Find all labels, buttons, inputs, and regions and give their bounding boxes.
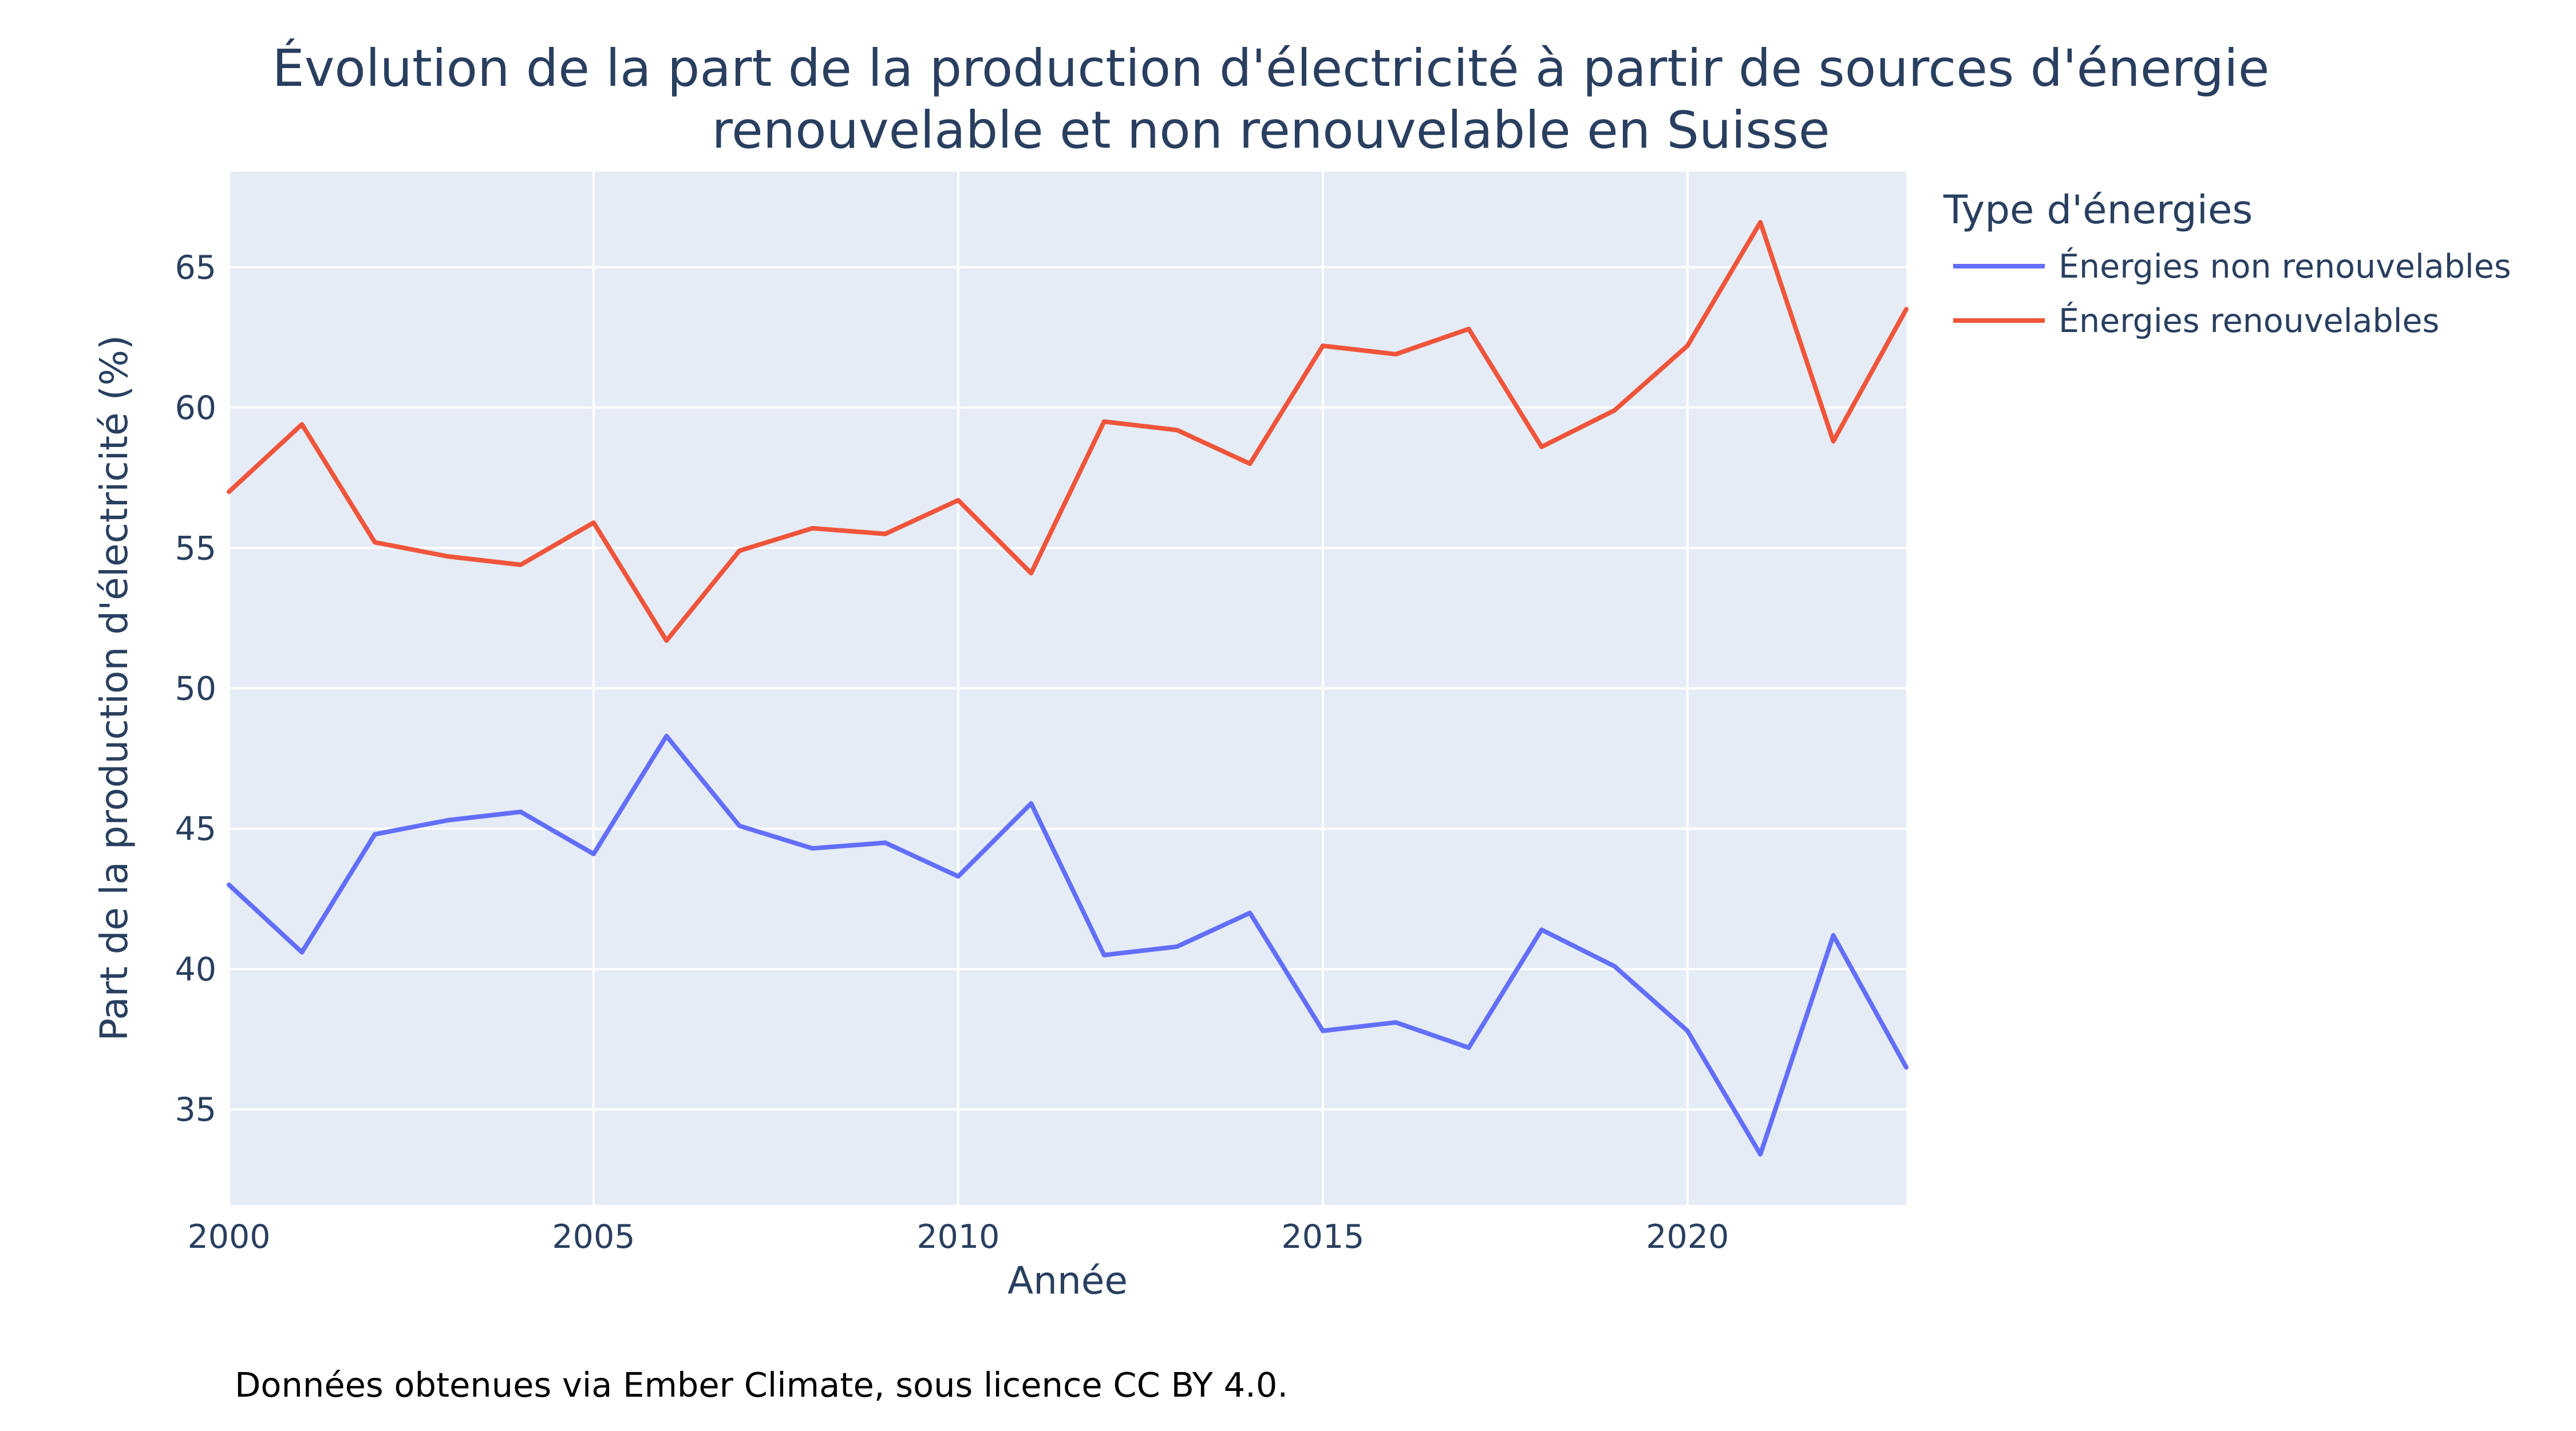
tick-labels: 35 40 45 50 55 60 65 2000 2005 2010 2015 2020	[175, 249, 1729, 1256]
legend: Type d'énergies Énergies non renouvelabl…	[1943, 187, 2511, 340]
source-annotation: Données obtenues via Ember Climate, sous…	[235, 1365, 1288, 1405]
x-tick-label: 2015	[1281, 1218, 1364, 1256]
x-tick-label: 2010	[916, 1218, 999, 1256]
y-tick-label: 60	[175, 389, 216, 427]
y-tick-label: 45	[175, 811, 216, 848]
y-tick-label: 35	[175, 1091, 216, 1129]
legend-title: Type d'énergies	[1943, 187, 2253, 233]
x-tick-label: 2005	[552, 1218, 635, 1256]
chart-title-line-1: Évolution de la part de la production d'…	[272, 38, 2270, 98]
series-line-1	[227, 733, 1909, 1157]
legend-label: Énergies renouvelables	[2059, 301, 2439, 340]
y-tick-label: 55	[175, 529, 216, 567]
series-line-2	[227, 220, 1909, 643]
x-tick-label: 2000	[187, 1218, 270, 1256]
x-axis-label: Année	[1008, 1259, 1128, 1303]
y-tick-label: 65	[175, 249, 216, 287]
chart-title-line-2: renouvelable et non renouvelable en Suis…	[712, 100, 1830, 160]
x-tick-label: 2020	[1646, 1218, 1729, 1256]
y-tick-label: 40	[175, 951, 216, 989]
y-tick-label: 50	[175, 670, 216, 708]
legend-label: Énergies non renouvelables	[2059, 247, 2511, 286]
legend-items: Énergies non renouvelables Énergies renou…	[1953, 247, 2511, 340]
series-lines	[227, 220, 1909, 1157]
y-axis-label: Part de la production d'électricité (%)	[92, 335, 136, 1041]
